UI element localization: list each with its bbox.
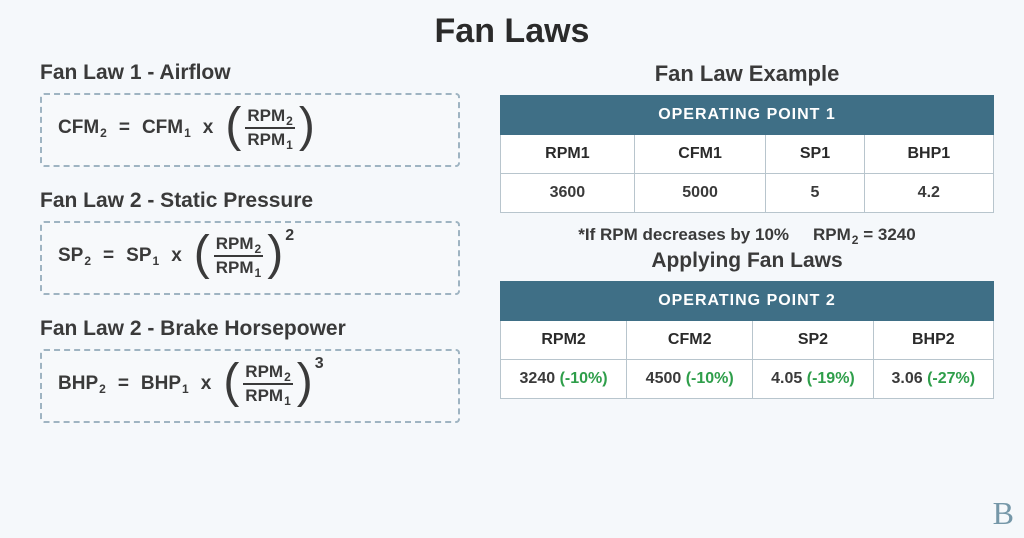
logo-icon: B (993, 495, 1014, 532)
den-base: RPM (247, 130, 285, 150)
lhs-sub: 2 (99, 382, 106, 396)
fan-law-3: Fan Law 2 - Brake Horsepower BHP2 = BHP1… (40, 317, 460, 423)
note-right: RPM2 = 3240 (813, 225, 916, 245)
operating-point-1-table: OPERATING POINT 1 RPM1 CFM1 SP1 BHP1 360… (500, 95, 994, 213)
applying-heading: Applying Fan Laws (500, 249, 994, 273)
formula-box: BHP2 = BHP1 x ( RPM2 RPM1 ) 3 (40, 349, 460, 423)
table-cell: 4.2 (864, 174, 993, 213)
formula-box: SP2 = SP1 x ( RPM2 RPM1 ) 2 (40, 221, 460, 295)
multiply-sign: x (203, 117, 214, 139)
col-header: RPM1 (501, 135, 635, 174)
close-paren: ) (299, 109, 315, 143)
note-eq: = 3240 (863, 225, 915, 245)
table-cell: 4500 (-10%) (627, 360, 753, 399)
formula: SP2 = SP1 x ( RPM2 RPM1 ) 2 (58, 233, 442, 279)
formulas-column: Fan Law 1 - Airflow CFM2 = CFM1 x ( RPM2… (40, 61, 460, 445)
open-paren: ( (225, 109, 241, 143)
rhs-sub: 1 (182, 382, 189, 396)
pct-change: (-19%) (807, 370, 855, 387)
table-banner: OPERATING POINT 2 (501, 282, 994, 321)
num-base: RPM (247, 106, 285, 126)
example-column: Fan Law Example OPERATING POINT 1 RPM1 C… (500, 61, 994, 445)
table-cell: 3240 (-10%) (501, 360, 627, 399)
note-sub: 2 (852, 233, 859, 247)
table-cell: 3.06 (-27%) (873, 360, 993, 399)
content-area: Fan Law 1 - Airflow CFM2 = CFM1 x ( RPM2… (0, 51, 1024, 445)
den-sub: 1 (255, 266, 262, 280)
lhs-sub: 2 (84, 254, 91, 268)
note-row: *If RPM decreases by 10% RPM2 = 3240 (500, 225, 994, 245)
num-base: RPM (216, 234, 254, 254)
table-banner: OPERATING POINT 1 (501, 96, 994, 135)
law-heading: Fan Law 1 - Airflow (40, 61, 460, 85)
col-header: BHP2 (873, 321, 993, 360)
fan-law-2: Fan Law 2 - Static Pressure SP2 = SP1 x … (40, 189, 460, 295)
equals-sign: = (118, 373, 129, 395)
num-sub: 2 (286, 114, 293, 128)
col-header: SP1 (766, 135, 864, 174)
den-base: RPM (216, 258, 254, 278)
num-sub: 2 (284, 370, 291, 384)
lhs-base: BHP (58, 373, 98, 395)
open-paren: ( (223, 365, 239, 399)
formula: BHP2 = BHP1 x ( RPM2 RPM1 ) 3 (58, 361, 442, 407)
col-header: RPM2 (501, 321, 627, 360)
pct-change: (-10%) (560, 370, 608, 387)
rhs-base: BHP (141, 373, 181, 395)
num-sub: 2 (255, 242, 262, 256)
multiply-sign: x (201, 373, 212, 395)
equals-sign: = (119, 117, 130, 139)
pct-change: (-10%) (686, 370, 734, 387)
formula-box: CFM2 = CFM1 x ( RPM2 RPM1 ) (40, 93, 460, 167)
num-base: RPM (245, 362, 283, 382)
ratio: ( RPM2 RPM1 ) (225, 105, 314, 151)
rhs-base: CFM (142, 117, 183, 139)
ratio: ( RPM2 RPM1 ) 3 (223, 361, 321, 407)
col-header: CFM1 (634, 135, 766, 174)
note-left: *If RPM decreases by 10% (578, 225, 789, 245)
table-cell: 4.05 (-19%) (753, 360, 873, 399)
table-cell: 3600 (501, 174, 635, 213)
equals-sign: = (103, 245, 114, 267)
exponent: 2 (285, 227, 294, 245)
exponent: 3 (315, 355, 324, 373)
law-heading: Fan Law 2 - Static Pressure (40, 189, 460, 213)
close-paren: ) (297, 365, 313, 399)
table-cell: 5 (766, 174, 864, 213)
open-paren: ( (194, 237, 210, 271)
col-header: BHP1 (864, 135, 993, 174)
rhs-base: SP (126, 245, 151, 267)
formula: CFM2 = CFM1 x ( RPM2 RPM1 ) (58, 105, 442, 151)
col-header: SP2 (753, 321, 873, 360)
operating-point-2-table: OPERATING POINT 2 RPM2 CFM2 SP2 BHP2 324… (500, 281, 994, 399)
lhs-sub: 2 (100, 126, 107, 140)
rhs-sub: 1 (153, 254, 160, 268)
lhs-base: CFM (58, 117, 99, 139)
note-base: RPM (813, 225, 851, 245)
multiply-sign: x (171, 245, 182, 267)
page-title: Fan Laws (0, 0, 1024, 51)
pct-change: (-27%) (927, 370, 975, 387)
lhs-base: SP (58, 245, 83, 267)
example-heading: Fan Law Example (500, 61, 994, 87)
den-sub: 1 (286, 138, 293, 152)
ratio: ( RPM2 RPM1 ) 2 (194, 233, 292, 279)
den-base: RPM (245, 386, 283, 406)
rhs-sub: 1 (184, 126, 191, 140)
table-cell: 5000 (634, 174, 766, 213)
fan-law-1: Fan Law 1 - Airflow CFM2 = CFM1 x ( RPM2… (40, 61, 460, 167)
col-header: CFM2 (627, 321, 753, 360)
den-sub: 1 (284, 394, 291, 408)
law-heading: Fan Law 2 - Brake Horsepower (40, 317, 460, 341)
close-paren: ) (267, 237, 283, 271)
